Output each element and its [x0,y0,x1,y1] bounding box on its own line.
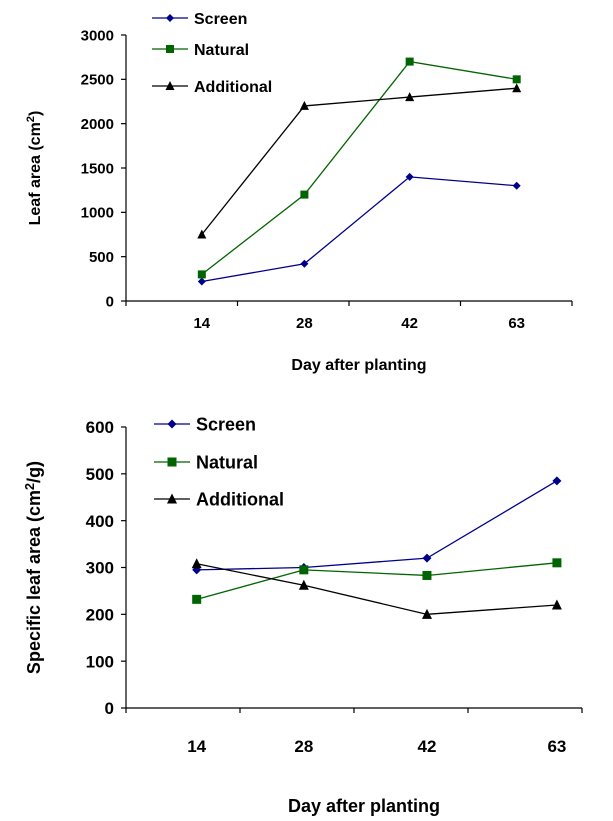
data-point [421,608,432,619]
data-point [299,100,309,110]
series-line [196,563,557,615]
series-line [201,87,517,235]
x-tick-label: 14 [187,737,206,756]
data-point [192,594,202,604]
data-point [299,565,309,575]
series-line [201,60,517,275]
legend-marker [165,81,175,90]
legend-marker [166,45,174,53]
y-tick-label: 200 [86,605,114,624]
y-tick-label: 1500 [81,160,114,177]
x-tick-label: 28 [294,737,313,756]
data-point [191,558,202,569]
y-tick-label: 600 [86,418,114,437]
y-tick-label: 1000 [81,205,114,222]
chart-1: 0 500 1000 1500 2000 2500 3000 14 28 42 63 Day afte… [25,11,573,374]
y-axis-title: Leaf area (cm2) [25,111,44,226]
x-tick-label: 42 [417,737,436,756]
chart-2: 0 100 200 300 400 500 600 14 28 42 63 Day after pla… [23,414,583,816]
series-additional [191,558,562,619]
data-point [300,259,309,268]
series-screen [197,172,521,286]
x-tick-label: 42 [401,315,418,332]
data-point [300,190,309,199]
y-axis-title: Specific leaf area (cm2/g) [23,461,44,674]
y-tick-label: 3000 [81,27,114,44]
x-tick-label: 63 [547,737,566,756]
legend-marker [166,14,174,22]
data-point [405,172,414,181]
series-additional [197,83,522,239]
x-tick-label: 14 [193,315,210,332]
data-point [552,476,562,486]
y-tick-label: 500 [89,249,114,266]
data-point [405,92,415,102]
data-point [422,553,432,563]
legend-label: Natural [196,452,258,472]
data-point [197,229,207,239]
series-natural [192,558,562,604]
legend-label: Additional [194,79,272,96]
y-tick-label: 100 [86,652,114,671]
y-tick-label: 2500 [81,72,114,89]
y-tick-label: 500 [86,465,114,484]
y-tick-label: 2000 [81,116,114,133]
legend-marker [167,419,177,429]
data-point [552,558,562,568]
legend-label: Additional [196,489,284,509]
data-point [197,270,206,279]
data-point [551,599,562,610]
series-line [196,480,558,571]
x-axis-title: Day after planting [291,357,426,374]
x-tick-label: 28 [296,315,313,332]
legend-marker [167,493,177,504]
data-point [512,181,521,190]
data-point [422,570,432,580]
data-point [197,277,206,286]
legend-label: Screen [194,11,247,28]
legend-label: Natural [194,42,249,59]
series-line [201,176,517,283]
data-point [512,75,521,84]
x-tick-label: 63 [508,315,525,332]
y-tick-label: 400 [86,512,114,531]
x-axis-title: Day after planting [288,796,440,816]
legend-label: Screen [196,414,256,434]
y-tick-label: 0 [106,293,114,310]
data-point [512,83,522,93]
legend-marker [167,457,177,467]
data-point [298,579,309,590]
y-tick-label: 0 [105,699,114,718]
series-line [196,562,557,600]
series-natural [197,57,521,279]
data-point [405,57,414,66]
y-tick-label: 300 [86,559,114,578]
